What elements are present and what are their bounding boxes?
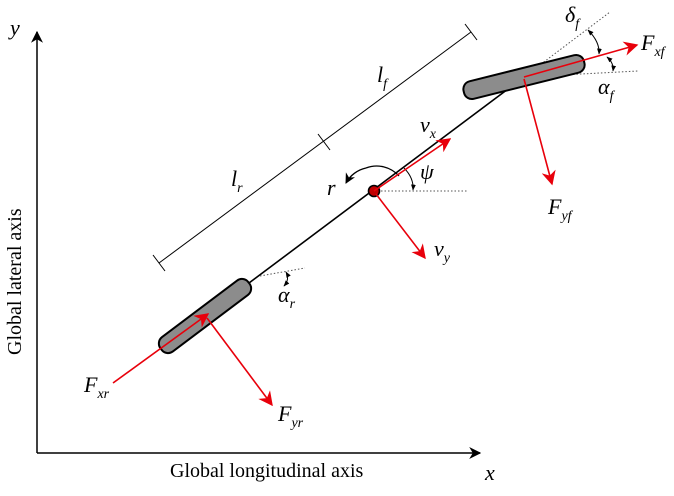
chassis-line — [204, 76, 525, 317]
x-axis-symbol: x — [484, 460, 495, 485]
front-slip-angle-arc — [606, 56, 617, 72]
front-longitudinal-force-arrow — [523, 41, 639, 78]
longitudinal-velocity-arrow — [373, 138, 452, 192]
lateral-velocity-arrow — [375, 193, 426, 260]
wheelbase-dimension-line — [158, 31, 472, 264]
yaw-rate-arc — [345, 167, 367, 184]
rear-slip-angle-label: αr — [278, 282, 296, 312]
reference-lines — [259, 11, 639, 277]
dimension-tick-front — [464, 23, 478, 41]
y-axis-label: Global lateral axis — [4, 208, 26, 355]
rear-length-label: lr — [231, 166, 243, 196]
rear-wheel-heading-ref — [259, 267, 306, 277]
yaw-rate-label: r — [327, 175, 336, 200]
heading-angle-label: ψ — [420, 159, 434, 184]
x-axis-label: Global longitudinal axis — [170, 460, 364, 482]
vector-arrows — [112, 41, 639, 407]
front-lateral-force-arrow — [523, 78, 556, 186]
lateral-velocity-label: vy — [434, 236, 451, 266]
longitudinal-velocity-label: vx — [420, 112, 437, 142]
rear-lateral-force-label: Fyr — [277, 401, 304, 431]
rear-longitudinal-force-arrow — [112, 313, 210, 384]
dimension-tick-rear — [152, 254, 166, 272]
y-axis-symbol: y — [8, 15, 20, 40]
rear-longitudinal-force-label: Fxr — [83, 372, 110, 402]
rear-lateral-force-arrow — [206, 317, 273, 407]
front-length-label: lf — [377, 62, 389, 92]
dimension-tick-middle — [317, 133, 331, 151]
steering-angle-label: δf — [565, 2, 581, 32]
front-longitudinal-force-label: Fxf — [640, 30, 667, 60]
front-lateral-force-label: Fyf — [547, 194, 574, 224]
rear-slip-angle-arc — [283, 271, 291, 287]
steering-angle-arc — [587, 29, 602, 55]
heading-angle-arc — [403, 167, 416, 191]
yaw-rate-arc-top — [365, 165, 400, 177]
dimension-lines: lf lr — [152, 23, 478, 272]
front-slip-angle-label: αf — [598, 74, 616, 104]
front-velocity-ref — [523, 70, 639, 78]
symbol-labels: Fxr Fyr αr vx vy ψ r δf Fxf αf Fyf — [83, 2, 667, 431]
global-axes: y x Global longitudinal axis Global late… — [4, 15, 495, 485]
